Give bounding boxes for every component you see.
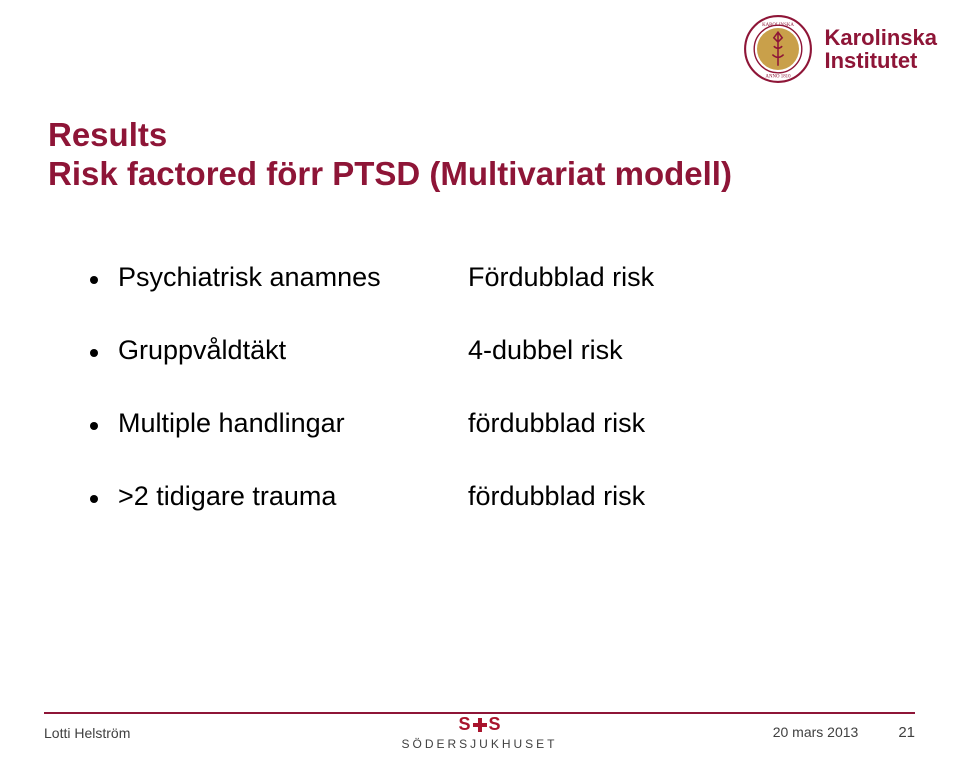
bullet-dot-icon [90, 422, 98, 430]
title-block: Results Risk factored förr PTSD (Multiva… [48, 116, 732, 194]
institution-name: Karolinska Institutet [825, 26, 938, 72]
bullet-value: fördubblad risk [468, 481, 870, 512]
institution-name-line1: Karolinska [825, 26, 938, 49]
footer-right: 20 mars 2013 21 [773, 724, 915, 741]
bullet-value: fördubblad risk [468, 408, 870, 439]
bullet-dot-icon [90, 349, 98, 357]
list-item: Psychiatrisk anamnesFördubblad risk [90, 262, 870, 293]
bullet-value: Fördubblad risk [468, 262, 870, 293]
svg-text:ANNO 1810: ANNO 1810 [765, 75, 791, 80]
bullet-label: Multiple handlingar [118, 408, 468, 439]
list-item: Multiple handlingarfördubblad risk [90, 408, 870, 439]
footer-page-number: 21 [898, 724, 915, 741]
bullet-list: Psychiatrisk anamnesFördubblad risk Grupp… [90, 262, 870, 554]
institution-name-line2: Institutet [825, 49, 938, 72]
institution-logo: KAROLINSKA ANNO 1810 Karolinska Institut… [743, 14, 938, 84]
footer: Lotti Helström S S SÖDERSJUKHUSET 20 mar… [44, 712, 915, 741]
list-item: Gruppvåldtäkt4-dubbel risk [90, 335, 870, 366]
bullet-value: 4-dubbel risk [468, 335, 870, 366]
bullet-label: Gruppvåldtäkt [118, 335, 468, 366]
sos-cross-icon [473, 718, 487, 732]
list-item: >2 tidigare traumafördubblad risk [90, 481, 870, 512]
bullet-label: >2 tidigare trauma [118, 481, 468, 512]
title: Results Risk factored förr PTSD (Multiva… [48, 116, 732, 194]
title-line1: Results [48, 116, 167, 153]
sos-s2: S [489, 714, 501, 735]
sos-s1: S [458, 714, 470, 735]
slide: KAROLINSKA ANNO 1810 Karolinska Institut… [0, 0, 959, 763]
bullet-dot-icon [90, 276, 98, 284]
sos-logo-icon: S S [458, 714, 500, 735]
footer-center-logo: S S SÖDERSJUKHUSET [401, 714, 557, 751]
svg-text:KAROLINSKA: KAROLINSKA [762, 23, 794, 28]
footer-author: Lotti Helström [44, 725, 130, 741]
karolinska-seal-icon: KAROLINSKA ANNO 1810 [743, 14, 813, 84]
footer-hospital-name: SÖDERSJUKHUSET [401, 737, 557, 751]
bullet-label: Psychiatrisk anamnes [118, 262, 468, 293]
footer-date: 20 mars 2013 [773, 724, 859, 740]
bullet-dot-icon [90, 495, 98, 503]
title-line2: Risk factored förr PTSD (Multivariat mod… [48, 155, 732, 192]
